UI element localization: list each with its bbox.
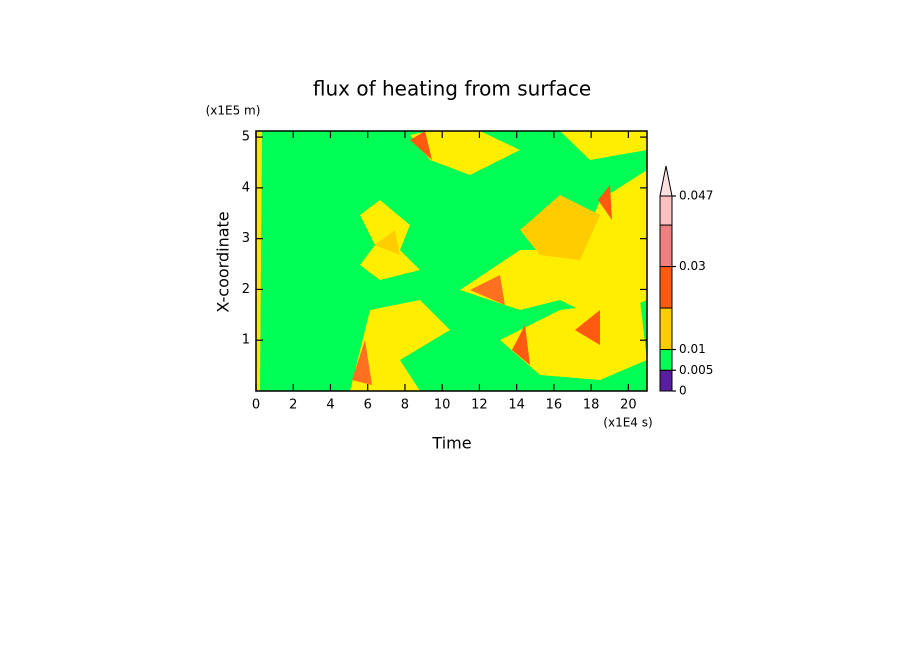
colorbar-tick-label: 0.01 [679,342,706,356]
x-tick-label: 12 [471,398,488,413]
x-tick-label: 8 [401,398,409,413]
x-unit: (x1E4 s) [603,416,652,430]
colorbar-tick-label: 0 [679,384,687,398]
x-tick-label: 6 [364,398,372,413]
colorbar-tick-label: 0.047 [679,189,713,203]
x-tick-label: 20 [620,398,637,413]
x-tick-label: 14 [508,398,525,413]
colorbar-segment [659,195,673,226]
y-tick-label: 3 [242,231,250,246]
y-tick-label: 1 [242,333,250,348]
colorbar-segment [659,349,673,371]
x-tick-label: 10 [434,398,451,413]
y-axis-label: X-coordinate [214,211,233,312]
y-tick-label: 2 [242,282,250,297]
x-tick-label: 2 [289,398,297,413]
x-axis-label: Time [431,434,471,453]
colorbar-segment [659,307,673,351]
colorbar-tick-label: 0.03 [679,259,706,273]
plot-frame [255,130,648,392]
contour-field [256,131,647,391]
x-tick-label: 16 [546,398,563,413]
colorbar-segment [659,224,673,268]
y-unit: (x1E5 m) [206,104,261,118]
x-tick-label: 4 [326,398,334,413]
colorbar-segment [659,369,673,392]
colorbar-tick-label: 0.005 [679,363,713,377]
y-tick-label: 4 [242,180,250,195]
x-tick-label: 18 [583,398,600,413]
chart-title: flux of heating from surface [313,77,591,101]
colorbar-segment [659,266,673,309]
colorbar-extend [659,165,673,197]
x-tick-label: 0 [252,398,260,413]
y-tick-label: 5 [242,130,250,145]
